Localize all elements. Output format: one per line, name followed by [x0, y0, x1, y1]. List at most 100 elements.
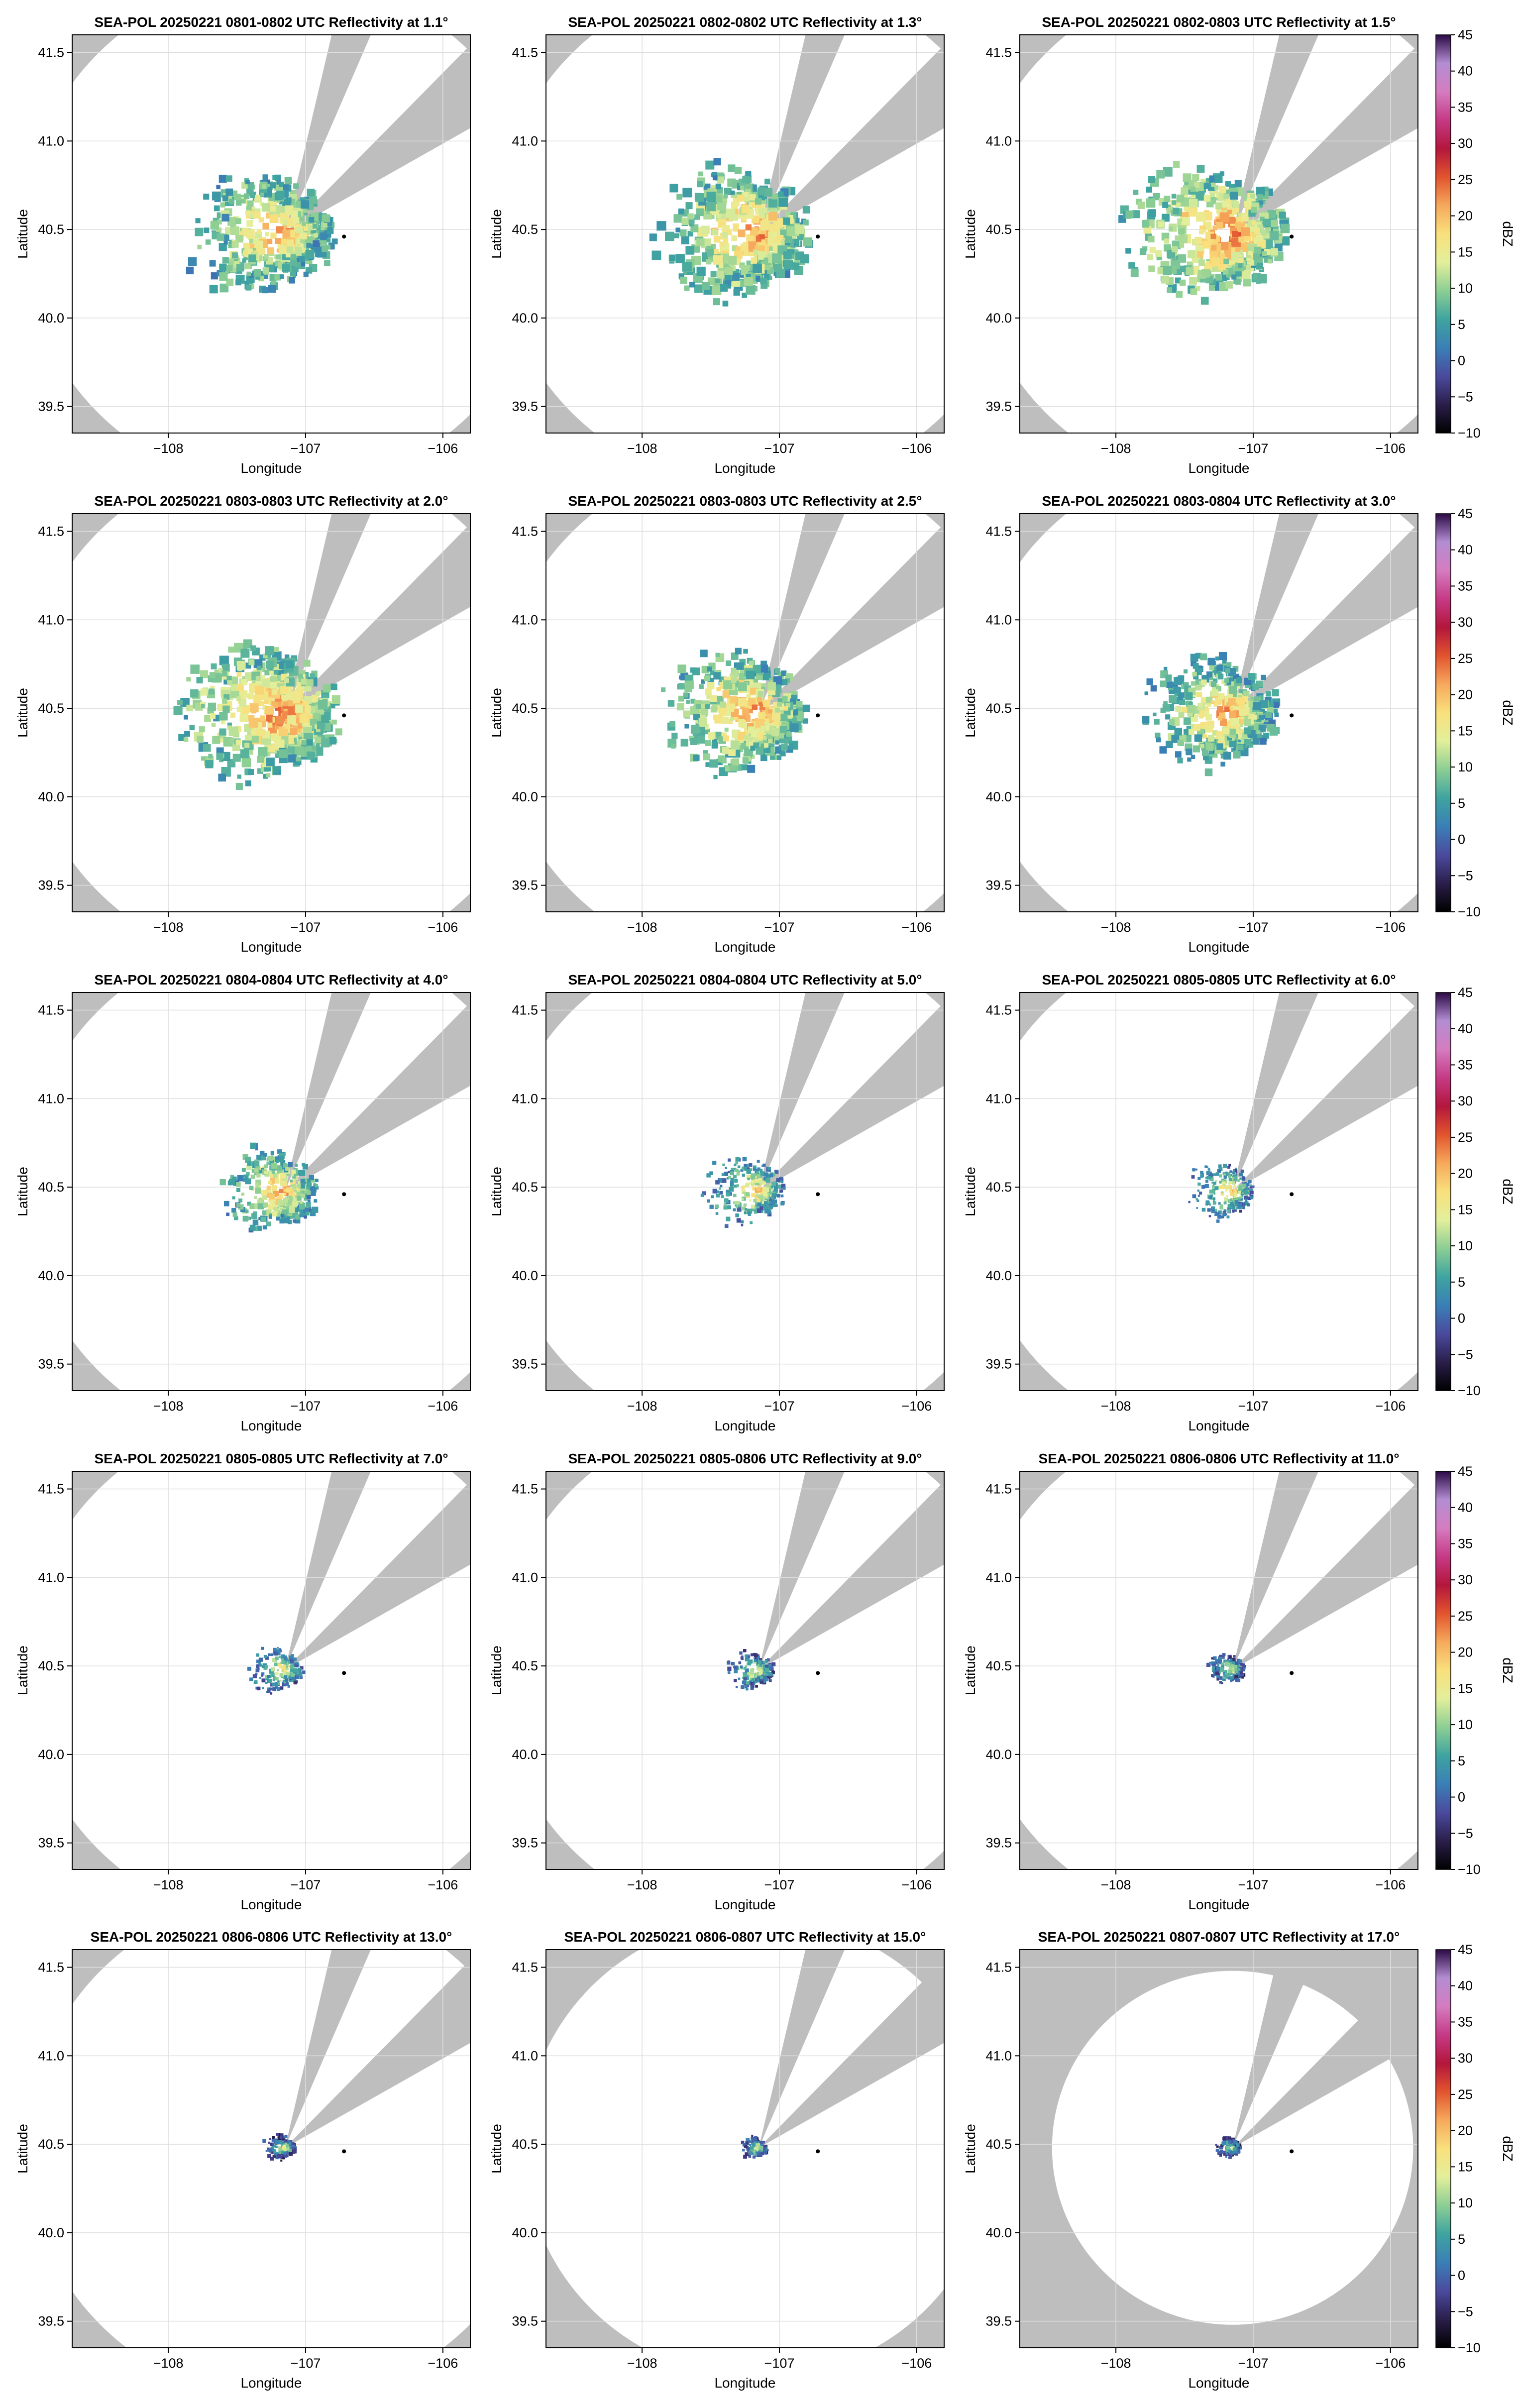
echo-cell — [1246, 198, 1252, 203]
echo-cell — [1241, 227, 1250, 236]
echo-cell — [733, 223, 739, 230]
echo-cell — [759, 664, 768, 673]
echo-cell — [796, 701, 803, 708]
echo-cell — [776, 684, 781, 689]
echo-cell — [286, 1200, 291, 1205]
echo-cell — [1222, 1212, 1226, 1216]
panel-title: SEA-POL 20250221 0803-0803 UTC Reflectiv… — [94, 493, 448, 509]
site-marker — [342, 713, 346, 718]
echo-cell — [1188, 250, 1196, 258]
echo-cell — [184, 715, 188, 720]
echo-cell — [769, 1173, 773, 1178]
x-tick-label: −106 — [1375, 920, 1406, 935]
echo-cell — [256, 229, 262, 234]
echo-cell — [290, 1666, 293, 1669]
echo-cell — [1190, 654, 1198, 662]
echo-cell — [1200, 297, 1209, 305]
radar-panel: −108 −107 −10639.540.040.541.041.5Longitud… — [963, 493, 1418, 955]
echo-cell — [735, 1686, 738, 1688]
plot-frame — [1019, 992, 1418, 1391]
echo-cell — [1266, 691, 1271, 697]
echo-cell — [757, 1160, 760, 1163]
echo-cell — [740, 743, 747, 749]
echo-cell — [749, 1680, 753, 1684]
echo-cell — [1228, 1174, 1231, 1178]
echo-cell — [1214, 1210, 1217, 1213]
echo-cell — [753, 1676, 757, 1680]
echo-cell — [1162, 215, 1167, 220]
echo-cell — [212, 736, 220, 744]
echo-cell — [219, 712, 228, 721]
echo-cell — [267, 722, 273, 728]
y-tick-label: 40.5 — [38, 222, 64, 237]
echo-cell — [279, 182, 284, 187]
echo-cell — [290, 1658, 293, 1662]
echo-cell — [221, 674, 227, 680]
echo-cell — [716, 687, 721, 691]
echo-cell — [222, 195, 228, 202]
echo-cell — [241, 199, 246, 204]
echo-cell — [1221, 1191, 1223, 1194]
echo-cell — [236, 706, 242, 712]
echo-cell — [269, 210, 274, 215]
echo-cell — [1245, 1199, 1247, 1201]
echo-cell — [276, 1216, 280, 1221]
echo-cell — [742, 1166, 746, 1171]
echo-cell — [758, 701, 762, 706]
echo-cell — [281, 1675, 284, 1678]
echo-cell — [734, 167, 742, 174]
echo-cell — [1229, 685, 1237, 694]
echo-cell — [1243, 1190, 1248, 1194]
echo-cell — [263, 1666, 268, 1670]
echo-cell — [1196, 1199, 1199, 1202]
y-tick-label: 40.0 — [985, 1268, 1012, 1283]
echo-cell — [1234, 180, 1242, 187]
echo-cell — [1148, 235, 1155, 243]
echo-cell — [311, 228, 317, 234]
x-axis-label: Longitude — [714, 1418, 775, 1433]
echo-cell — [757, 1208, 759, 1210]
echo-cell — [290, 254, 297, 260]
echo-cell — [1264, 240, 1273, 249]
echo-cell — [217, 212, 223, 219]
echo-cell — [715, 653, 720, 657]
echo-cell — [258, 729, 266, 736]
echo-cell — [264, 669, 270, 675]
plot-frame — [1019, 34, 1418, 434]
echo-cell — [178, 734, 186, 741]
echo-cell — [788, 743, 795, 750]
echo-cell — [245, 284, 252, 291]
echo-cell — [294, 1677, 297, 1680]
echo-cell — [1211, 1206, 1215, 1210]
echo-cell — [237, 1175, 244, 1182]
echo-cell — [1185, 692, 1193, 700]
echo-cell — [313, 240, 320, 247]
echo-cell — [1252, 1185, 1255, 1188]
echo-cell — [726, 1190, 731, 1195]
echo-cell — [290, 1664, 294, 1668]
echo-cell — [742, 1173, 745, 1177]
echo-cell — [279, 1156, 284, 1161]
echo-cell — [758, 1667, 761, 1670]
echo-cell — [726, 1192, 730, 1197]
echo-cell — [1206, 671, 1213, 678]
echo-cell — [745, 189, 751, 195]
echo-cell — [279, 245, 288, 254]
echo-cell — [331, 238, 338, 244]
echo-cell — [227, 725, 232, 730]
echo-cell — [770, 1202, 776, 1207]
echo-cell — [1169, 719, 1175, 725]
echo-cell — [274, 1682, 278, 1687]
echo-cell — [685, 680, 694, 689]
echo-cell — [802, 206, 810, 214]
x-axis-label: Longitude — [714, 939, 775, 955]
plot-frame — [545, 1471, 945, 1870]
echo-cell — [257, 255, 263, 261]
echo-cell — [693, 755, 700, 761]
echo-cell — [297, 1188, 301, 1192]
reflectivity-echoes — [661, 648, 810, 779]
echo-cell — [711, 173, 716, 177]
echo-cell — [1238, 263, 1243, 268]
echo-cell — [1240, 1206, 1243, 1209]
echo-cell — [716, 1194, 720, 1198]
